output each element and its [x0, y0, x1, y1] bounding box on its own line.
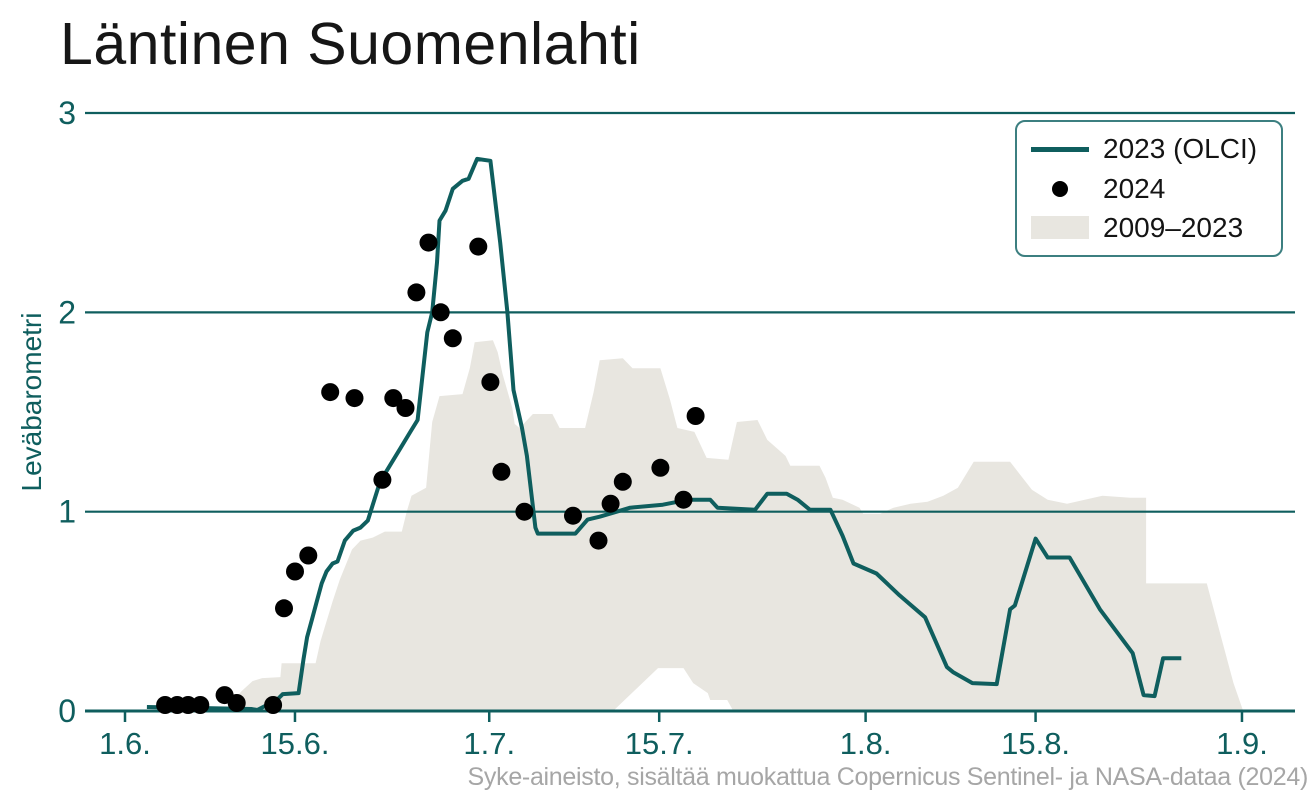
dot-2024: [613, 472, 632, 491]
page-title: Läntinen Suomenlahti: [60, 11, 641, 77]
source-caption: Syke-aineisto, sisältää muokattua Copern…: [467, 763, 1309, 791]
band-2009-2023: [224, 340, 1244, 711]
dot-2024: [191, 696, 210, 714]
legend-label: 2023 (OLCI): [1103, 133, 1258, 165]
dot-2024: [275, 599, 293, 618]
dot-2024: [674, 490, 693, 509]
chart-legend: 2023 (OLCI) 2024 2009–2023: [1015, 120, 1283, 257]
x-tick-label: 1.8.: [840, 726, 892, 761]
x-tick-label: 15.6.: [260, 726, 329, 761]
legend-patch-swatch: [1017, 216, 1103, 240]
dots-2024: [156, 233, 705, 714]
x-tick-label: 15.8.: [1001, 726, 1070, 761]
dot-2024: [373, 470, 392, 489]
dot-2024: [299, 546, 318, 565]
x-tick-label: 1.6.: [99, 726, 151, 761]
dot-2024: [431, 303, 450, 322]
dot-2024: [515, 502, 534, 521]
legend-dot-swatch: [1017, 180, 1103, 197]
y-tick-label: 2: [58, 294, 76, 330]
legend-label: 2009–2023: [1103, 211, 1244, 243]
legend-item-2024: 2024: [1017, 173, 1281, 205]
dot-2024: [564, 506, 582, 525]
y-tick-label: 1: [58, 494, 76, 530]
dot-2024: [264, 696, 283, 714]
dot-2024: [227, 694, 246, 712]
legend-item-2009-2023: 2009–2023: [1017, 212, 1281, 244]
dot-2024: [407, 283, 426, 302]
dot-2024: [481, 373, 500, 392]
y-tick-label: 0: [58, 693, 76, 729]
gridlines: [85, 111, 1295, 513]
dot-2024: [443, 329, 462, 348]
band-area: [224, 340, 1244, 711]
dot-2024: [651, 458, 670, 477]
x-tick-label: 15.7.: [625, 726, 694, 761]
dot-2024: [601, 494, 620, 513]
dot-2024: [686, 407, 705, 425]
line-2023-path: [146, 156, 1182, 712]
x-tick-label: 1.9.: [1216, 726, 1268, 761]
dot-2024: [321, 383, 340, 402]
y-tick-label: 3: [58, 95, 76, 131]
dot-2024: [589, 531, 608, 550]
legend-line-swatch: [1017, 146, 1103, 152]
dot-2024: [492, 462, 511, 481]
line-2023: [146, 156, 1182, 712]
legend-label: 2024: [1103, 172, 1166, 204]
legend-item-2023: 2023 (OLCI): [1017, 133, 1281, 165]
dot-2024: [396, 399, 415, 417]
dot-2024: [469, 237, 488, 256]
dot-2024: [345, 389, 364, 408]
dot-2024: [419, 233, 438, 252]
y-axis: 0 1 2 3: [58, 95, 76, 729]
dot-2024: [286, 562, 304, 581]
x-tick-label: 1.7.: [463, 726, 515, 761]
x-axis: 1.6. 15.6. 1.7. 15.7. 1.8. 15.8. 1.9.: [85, 709, 1295, 761]
dot-2024: [384, 389, 403, 408]
